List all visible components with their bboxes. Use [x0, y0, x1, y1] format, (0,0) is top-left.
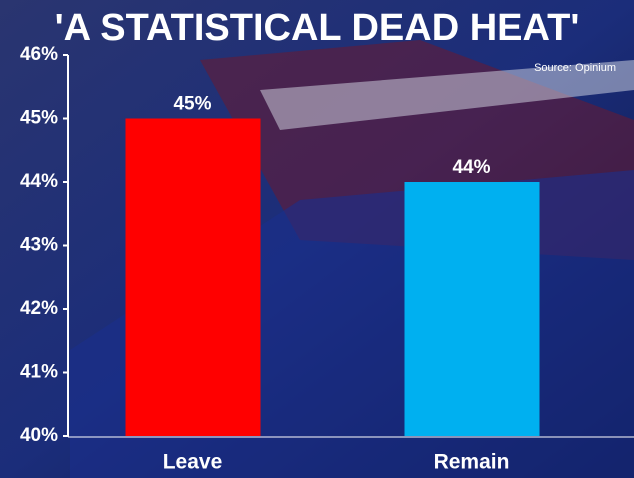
- value-label: 45%: [173, 94, 211, 115]
- y-tick-label: 45%: [20, 108, 58, 129]
- chart-title: 'A STATISTICAL DEAD HEAT': [55, 7, 580, 49]
- flag-decoration: [260, 60, 634, 130]
- y-tick-label: 43%: [20, 235, 58, 256]
- y-tick-label: 44%: [20, 171, 58, 192]
- x-tick-label: Leave: [163, 451, 223, 474]
- bar: [404, 182, 540, 436]
- value-label: 44%: [452, 157, 490, 178]
- x-tick-label: Remain: [434, 451, 510, 474]
- y-tick-label: 41%: [20, 362, 58, 383]
- y-tick-label: 42%: [20, 298, 58, 319]
- y-tick-label: 46%: [20, 44, 58, 65]
- source: Source: Opinium: [534, 62, 616, 74]
- bar: [125, 118, 261, 436]
- y-tick-label: 40%: [20, 425, 58, 446]
